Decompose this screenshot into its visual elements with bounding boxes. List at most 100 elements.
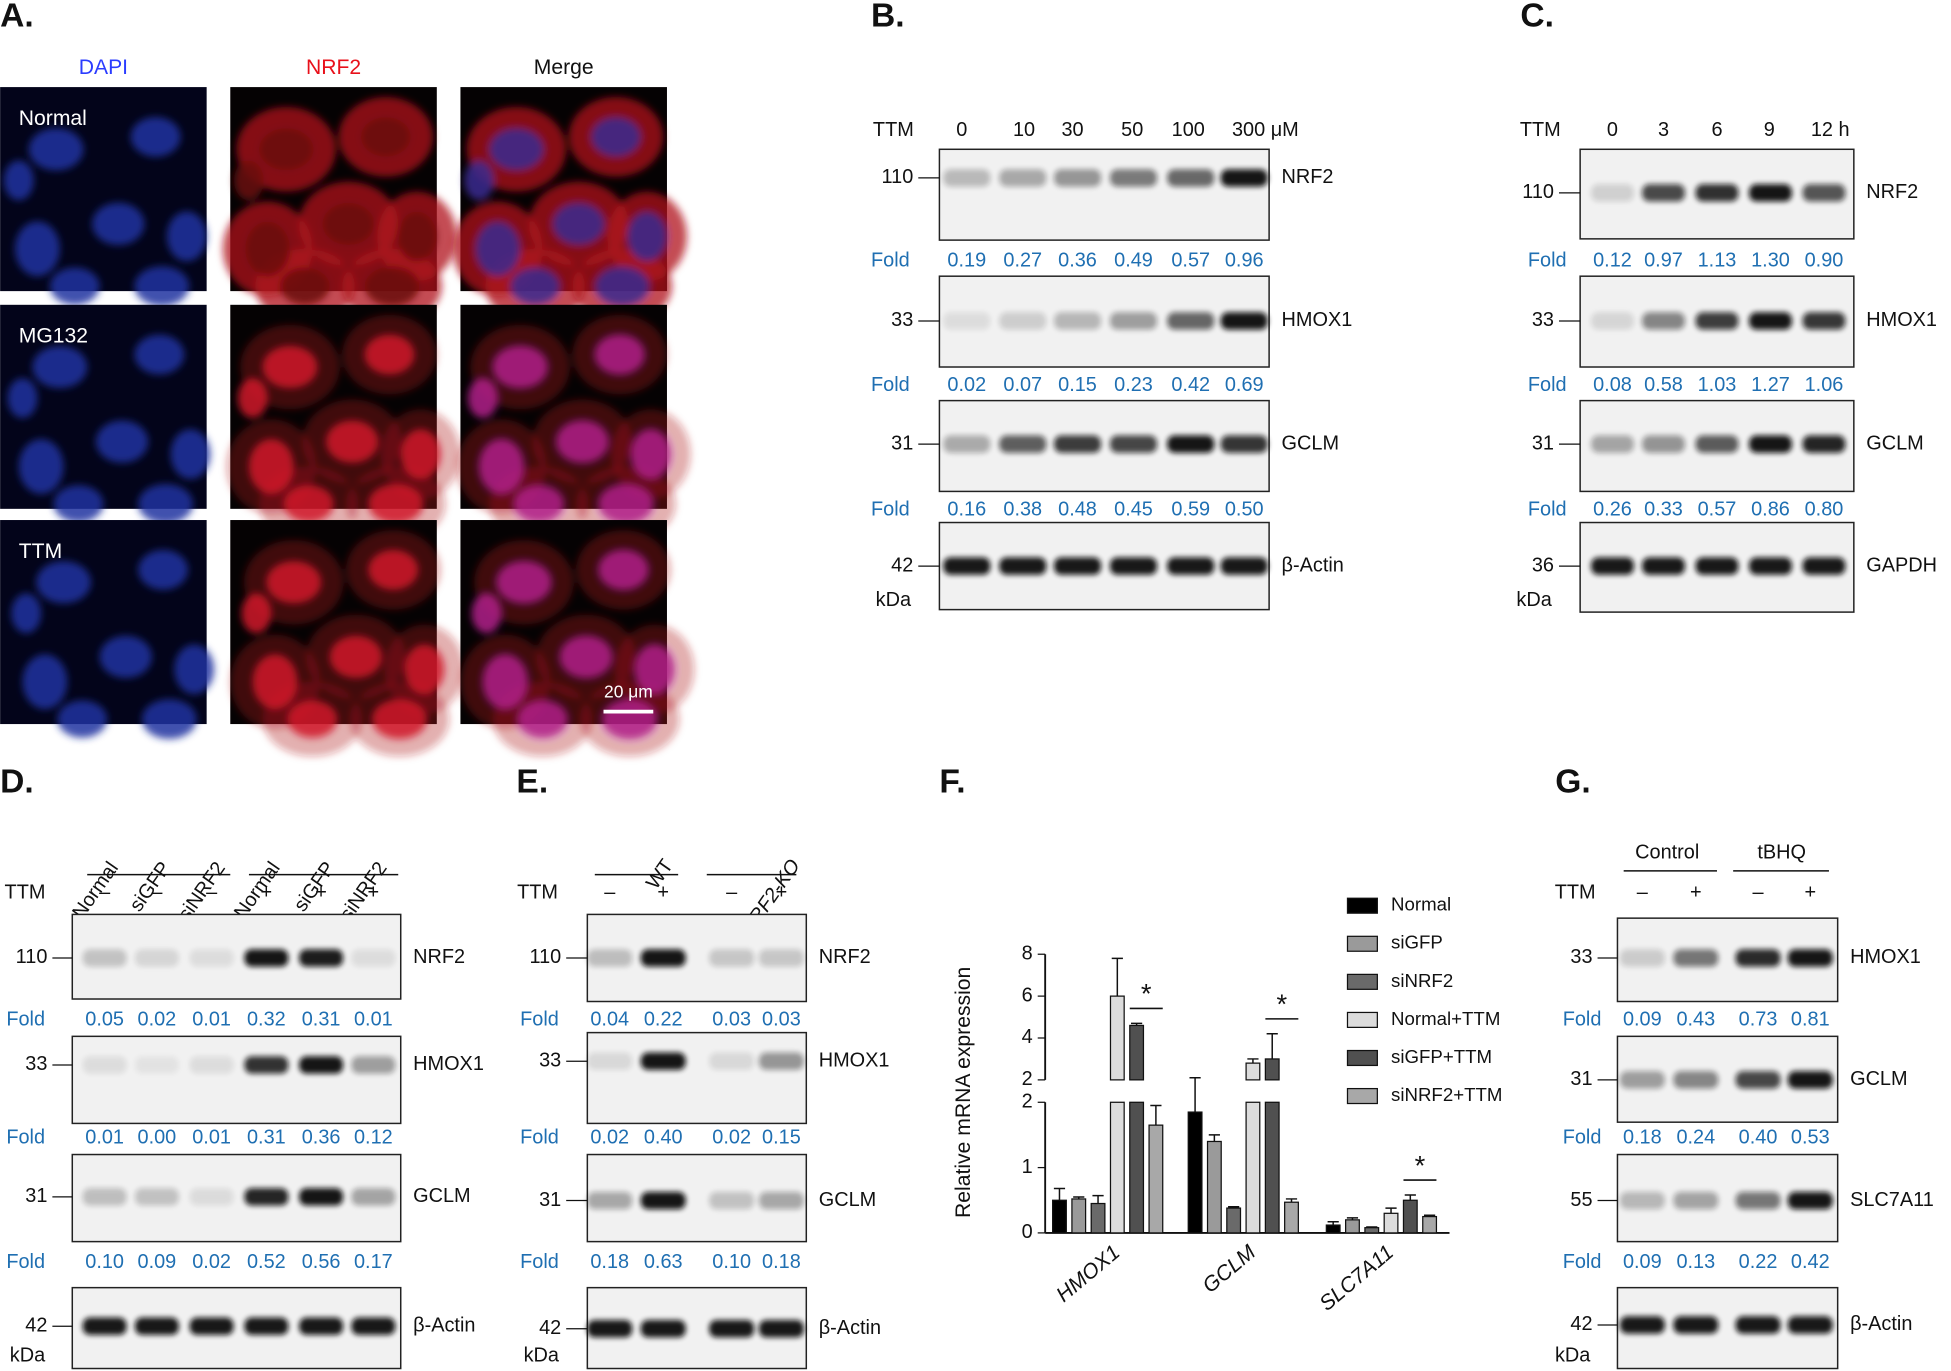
- band: [1642, 557, 1685, 575]
- nucleus: [594, 334, 645, 375]
- band: [1619, 1191, 1665, 1210]
- y-tick-label: 6: [1022, 984, 1033, 1006]
- nucleus: [241, 593, 272, 634]
- nucleus: [166, 211, 207, 262]
- band: [1220, 169, 1268, 187]
- band: [1735, 949, 1781, 967]
- size-unit: kDa: [524, 1344, 560, 1366]
- bar: [1325, 1224, 1341, 1234]
- band: [1749, 312, 1792, 330]
- band: [82, 949, 127, 967]
- bar: [1245, 1101, 1261, 1234]
- panel-label: D.: [0, 764, 34, 801]
- fold-value: 0.27: [1003, 250, 1042, 272]
- fold-value: 0.15: [1058, 374, 1097, 396]
- band: [244, 1056, 289, 1074]
- fold-value: 0.32: [247, 1008, 286, 1030]
- fold-value: 0.10: [712, 1251, 751, 1273]
- band: [244, 949, 289, 967]
- nucleus: [364, 334, 415, 375]
- band: [134, 1188, 179, 1206]
- y-tick-label: 1: [1022, 1156, 1033, 1178]
- lane-label: 3: [1658, 119, 1669, 141]
- bar: [1402, 1199, 1418, 1234]
- y-axis-label: Relative mRNA expression: [952, 967, 975, 1218]
- fold-value: 0.59: [1171, 498, 1210, 520]
- cells: [222, 97, 457, 324]
- nucleus: [630, 429, 671, 479]
- error-bar: [1228, 1206, 1240, 1209]
- nucleus: [471, 593, 502, 634]
- fold-value: 0.90: [1805, 250, 1844, 272]
- nucleus: [252, 654, 298, 710]
- nucleus: [467, 378, 498, 419]
- band: [1673, 1071, 1719, 1089]
- treatment-sign: –: [206, 882, 218, 904]
- lane-label: 30: [1061, 119, 1083, 141]
- protein-label: GCLM: [1850, 1068, 1907, 1090]
- fold-value: 0.80: [1805, 498, 1844, 520]
- lane-label: 6: [1711, 119, 1722, 141]
- band: [1695, 435, 1739, 453]
- band: [134, 1317, 179, 1335]
- protein-label: HMOX1: [819, 1049, 890, 1071]
- nucleus: [368, 549, 419, 590]
- fold-value: 0.31: [247, 1127, 286, 1149]
- band: [1619, 1071, 1665, 1089]
- error-bar: [1111, 957, 1123, 997]
- band: [1735, 1191, 1781, 1210]
- nucleus: [53, 485, 104, 523]
- protein-label: HMOX1: [1866, 309, 1937, 331]
- nucleus: [598, 483, 654, 524]
- fold-value: 0.73: [1739, 1008, 1778, 1030]
- protein-label: GCLM: [413, 1185, 470, 1207]
- band: [709, 949, 755, 967]
- nucleus: [15, 221, 60, 277]
- cells: [456, 314, 691, 542]
- fold-value: 0.96: [1225, 250, 1264, 272]
- nucleus: [591, 116, 641, 157]
- nucleus: [326, 420, 379, 463]
- band: [134, 949, 179, 967]
- legend-swatch: [1346, 1049, 1378, 1067]
- band: [1673, 1316, 1719, 1334]
- error-bar: [1208, 1134, 1220, 1142]
- nucleus: [627, 211, 667, 262]
- nucleus: [559, 635, 613, 679]
- band: [943, 169, 991, 187]
- fold-value: 0.40: [644, 1127, 683, 1149]
- legend-label: siNRF2+TTM: [1391, 1084, 1502, 1105]
- protein-label: HMOX1: [413, 1053, 484, 1075]
- treatment-sign: +: [261, 882, 273, 904]
- protein-label: HMOX1: [1850, 946, 1921, 968]
- nucleus: [556, 420, 609, 463]
- size-marker: 42: [1570, 1313, 1592, 1335]
- fold-value: 0.81: [1791, 1008, 1830, 1030]
- legend-swatch: [1346, 973, 1378, 990]
- panel-label: A.: [0, 0, 34, 34]
- band: [758, 949, 804, 967]
- fold-value: 0.02: [947, 374, 986, 396]
- fold-label: Fold: [1563, 1008, 1602, 1030]
- fold-label: Fold: [1528, 498, 1567, 520]
- y-tick-label: 2: [1022, 1068, 1033, 1090]
- treatment-sign: +: [1690, 882, 1702, 904]
- micrograph: [456, 304, 691, 542]
- fold-value: 0.40: [1739, 1127, 1778, 1149]
- fold-label: Fold: [871, 250, 910, 272]
- nucleus: [237, 378, 268, 419]
- nucleus: [496, 561, 552, 604]
- band: [1642, 312, 1685, 330]
- band: [1735, 1316, 1781, 1334]
- bar: [1383, 1212, 1399, 1234]
- band: [1109, 312, 1158, 330]
- nucleus: [489, 128, 544, 171]
- bar: [1226, 1207, 1242, 1234]
- size-marker: 31: [25, 1185, 47, 1207]
- x-tick-label: GCLM: [1198, 1241, 1260, 1298]
- band: [1642, 435, 1685, 453]
- band: [1109, 435, 1158, 453]
- cells: [460, 529, 695, 757]
- nucleus: [396, 211, 437, 262]
- fold-label: Fold: [520, 1127, 559, 1149]
